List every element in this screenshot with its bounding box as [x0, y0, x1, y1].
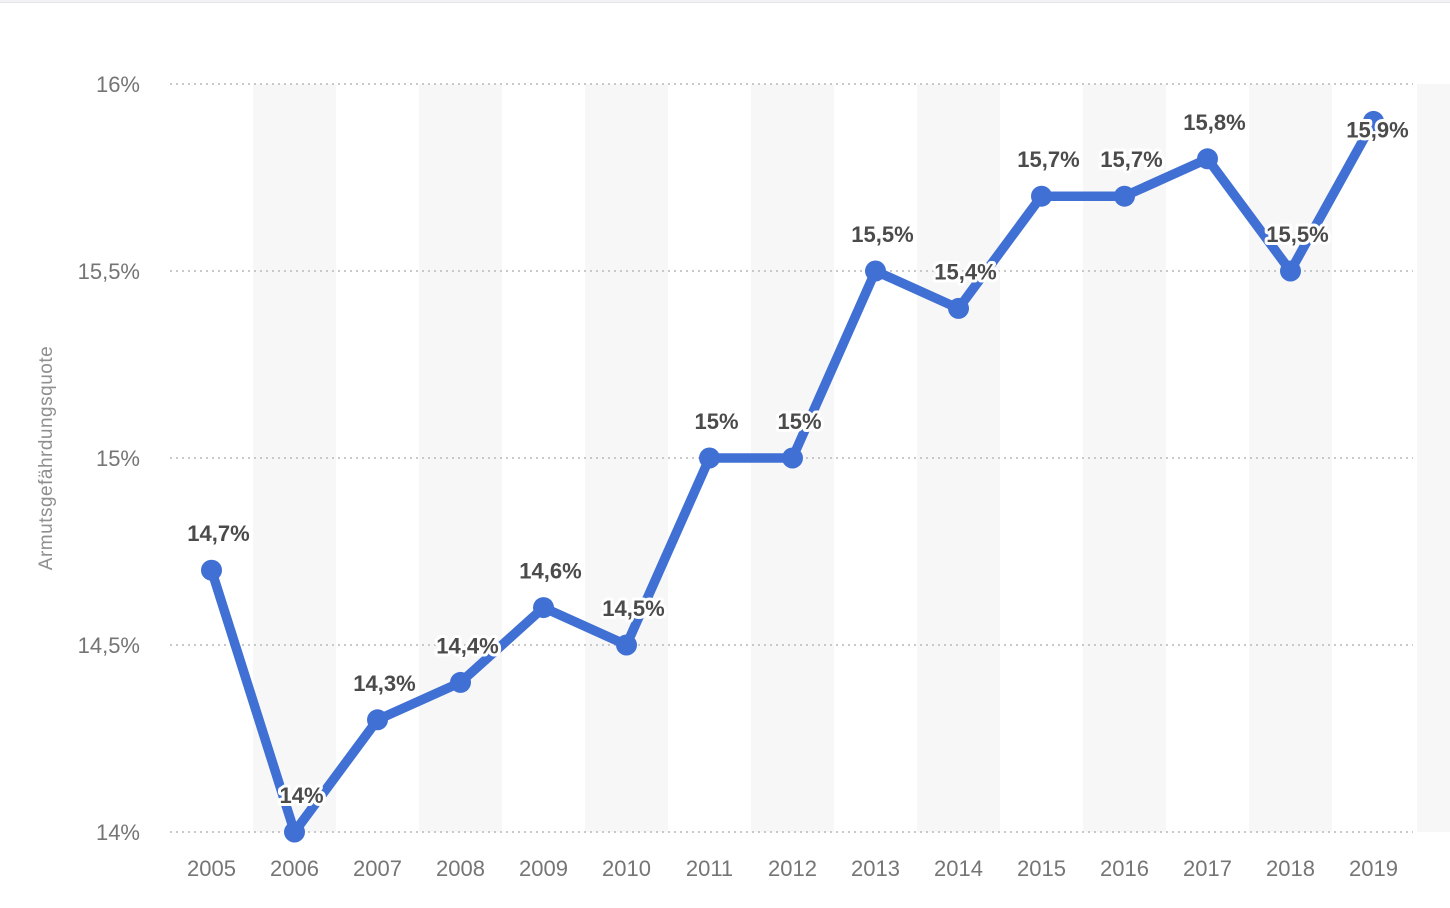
- data-point[interactable]: [533, 597, 554, 619]
- data-point-label: 15%: [777, 409, 821, 434]
- background-bands: [253, 84, 1450, 832]
- y-tick-label: 16%: [96, 72, 140, 97]
- x-tick-label: 2017: [1183, 856, 1232, 881]
- stripe-band: [253, 84, 336, 832]
- data-point[interactable]: [284, 821, 305, 843]
- data-point-label: 15,5%: [851, 222, 913, 247]
- y-tick-label: 14,5%: [78, 633, 140, 658]
- data-point[interactable]: [782, 447, 803, 469]
- data-point[interactable]: [865, 260, 886, 282]
- x-tick-label: 2015: [1017, 856, 1066, 881]
- data-point-label: 15,9%: [1346, 117, 1408, 142]
- x-tick-label: 2016: [1100, 856, 1149, 881]
- x-tick-label: 2010: [602, 856, 651, 881]
- x-tick-label: 2012: [768, 856, 817, 881]
- data-point-label: 14,6%: [519, 559, 581, 584]
- data-point-label: 15,7%: [1100, 147, 1162, 172]
- x-tick-label: 2008: [436, 856, 485, 881]
- x-tick-label: 2013: [851, 856, 900, 881]
- data-point-label: 15%: [694, 409, 738, 434]
- data-point[interactable]: [1031, 185, 1052, 207]
- data-point[interactable]: [948, 297, 969, 319]
- data-points: [201, 110, 1384, 843]
- data-point-label: 14,7%: [187, 521, 249, 546]
- x-tick-label: 2011: [686, 856, 733, 881]
- data-point[interactable]: [450, 671, 471, 693]
- y-tick-label: 15,5%: [78, 259, 140, 284]
- x-tick-label: 2005: [187, 856, 236, 881]
- data-point-label: 15,7%: [1017, 147, 1079, 172]
- data-point-label: 14,3%: [353, 671, 415, 696]
- data-point-labels: 14,7% 14% 14,3% 14,4% 14,6% 14,5% 15% 15% 15,5% 1…: [184, 107, 1411, 811]
- x-tick-label: 2009: [519, 856, 568, 881]
- top-border-strip: [0, 0, 1450, 3]
- x-tick-label: 2006: [270, 856, 319, 881]
- x-axis-tick-labels: 2005 2006 2007 2008 2009 2010 2011 2012 2013 2014…: [187, 856, 1398, 881]
- data-point-label: 14,5%: [602, 596, 664, 621]
- stripe-band: [1249, 84, 1332, 832]
- x-tick-label: 2018: [1266, 856, 1315, 881]
- y-tick-label: 14%: [96, 820, 140, 845]
- data-point-label: 14%: [279, 783, 323, 808]
- data-point[interactable]: [367, 709, 388, 731]
- x-tick-label: 2019: [1349, 856, 1398, 881]
- data-point[interactable]: [1114, 185, 1135, 207]
- data-point-label: 15,5%: [1266, 222, 1328, 247]
- data-point[interactable]: [616, 634, 637, 656]
- x-tick-label: 2007: [353, 856, 402, 881]
- y-axis-title: Armutsgefährdungsquote: [36, 346, 57, 570]
- data-point[interactable]: [699, 447, 720, 469]
- y-axis-tick-labels: 16% 15,5% 15% 14,5% 14%: [78, 72, 140, 845]
- data-point[interactable]: [1197, 148, 1218, 170]
- stripe-band-partial: [1417, 84, 1450, 832]
- data-point[interactable]: [1280, 260, 1301, 282]
- data-point-label: 15,4%: [934, 259, 996, 284]
- data-point-label: 15,8%: [1183, 110, 1245, 135]
- x-tick-label: 2014: [934, 856, 983, 881]
- data-point[interactable]: [201, 559, 222, 581]
- y-tick-label: 15%: [96, 446, 140, 471]
- data-point[interactable]: [1363, 110, 1384, 132]
- data-point-label: 14,4%: [436, 633, 498, 658]
